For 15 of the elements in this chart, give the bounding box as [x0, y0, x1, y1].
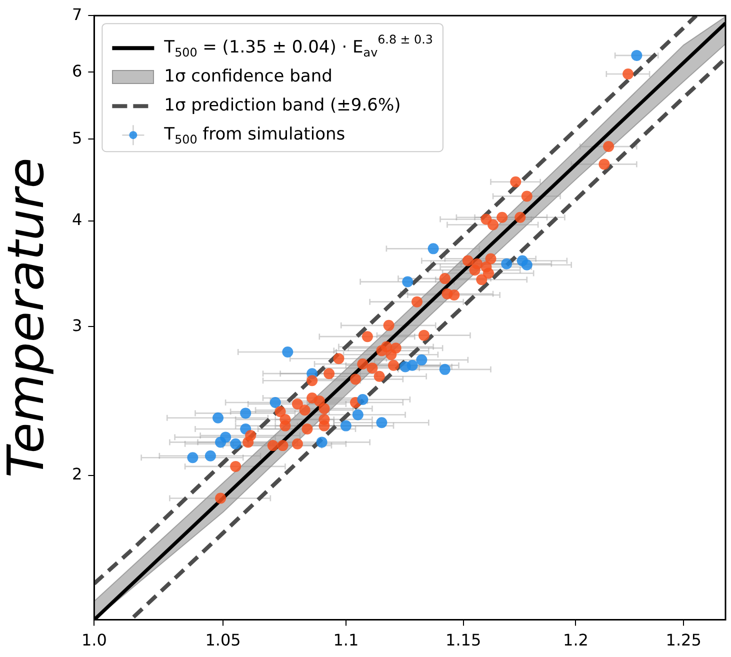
y-tick-label: 4 — [72, 210, 82, 230]
y-tick-label: 2 — [72, 464, 82, 484]
x-tick-label: 1.15 — [446, 630, 482, 650]
x-tick-label: 1.05 — [205, 630, 241, 650]
y-tick-label: 3 — [72, 316, 82, 335]
x-tick-label: 1.2 — [563, 630, 588, 650]
annotation: 1σ confidence band — [164, 66, 332, 87]
y-tick-label: 5 — [72, 128, 82, 148]
x-tick-label: 1.0 — [81, 630, 107, 650]
x-tick-label: 1.1 — [333, 630, 359, 650]
y-tick-label: 6 — [72, 61, 82, 80]
x-tick-label: 1.25 — [666, 630, 702, 650]
y-tick-label: 7 — [72, 4, 82, 24]
y-axis-title: Temperature — [0, 158, 55, 478]
legend-label: 1σ prediction band (±9.6%) — [164, 96, 401, 116]
